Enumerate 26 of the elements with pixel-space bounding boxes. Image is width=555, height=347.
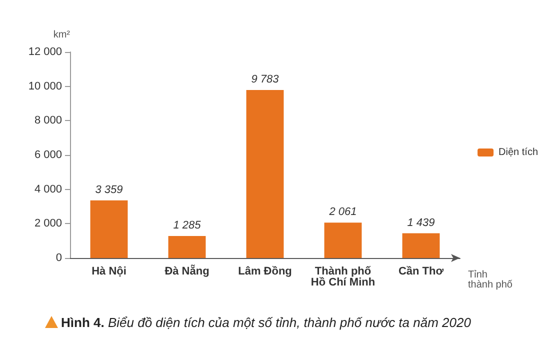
data-label: 1 439 [407, 216, 435, 229]
text: Hình 4. Biểu đồ diện tích của một số tỉnh, thành phố nước ta năm 2020 [61, 315, 471, 330]
data-label: 1 285 [173, 219, 202, 232]
data-label: 2 061 [328, 206, 357, 218]
y-tick-label: 10 000 [28, 80, 62, 92]
x-tick-label: Thành phố Hồ Chí Minh [310, 266, 376, 288]
x-tick-label: Lâm Đồng [238, 266, 292, 278]
x-tick-label: Đà Nẵng [164, 264, 210, 278]
bar [90, 200, 128, 258]
legend-label: Diện tích [498, 147, 538, 158]
y-tick-label: 4 000 [34, 183, 62, 196]
x-tick-label: Cần Thơ [398, 266, 444, 278]
bar [402, 233, 440, 258]
bar [246, 90, 284, 258]
x-tick-label: Hà Nội [92, 266, 126, 278]
y-tick-label: 0 [56, 252, 62, 264]
y-tick-label: 8 000 [34, 114, 62, 127]
y-axis-title: km² [53, 30, 71, 40]
data-label: 9 783 [251, 74, 280, 86]
y-tick-label: 2 000 [34, 218, 62, 230]
x-axis-title: Tỉnh thành phố [468, 270, 513, 290]
y-tick-label: 6 000 [34, 149, 62, 161]
y-tick-label: 12 000 [28, 46, 62, 58]
bar [324, 222, 362, 258]
bar [168, 236, 206, 258]
data-label: 3 359 [95, 184, 123, 196]
